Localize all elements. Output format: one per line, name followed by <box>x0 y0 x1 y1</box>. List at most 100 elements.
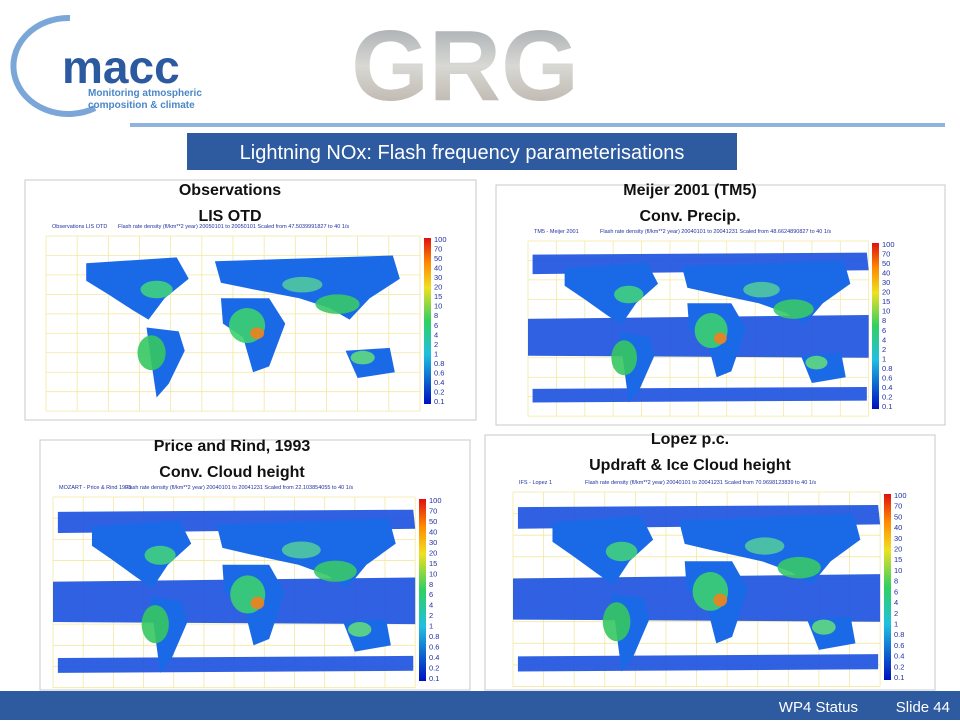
colorbar-label: 0.8 <box>434 359 444 368</box>
activity-area <box>315 294 360 314</box>
colorbar-label: 70 <box>429 506 437 515</box>
colorbar-label: 0.2 <box>429 664 439 673</box>
colorbar-label: 10 <box>894 566 902 575</box>
colorbar-label: 15 <box>434 292 442 301</box>
colorbar-label: 40 <box>434 264 442 273</box>
map-label: Observations LIS OTD <box>52 224 107 230</box>
colorbar-label: 100 <box>894 491 907 500</box>
colorbar-label: 1 <box>434 349 438 358</box>
colorbar-label: 20 <box>882 288 890 297</box>
activity-area <box>348 622 372 637</box>
colorbar-label: 0.1 <box>434 397 444 406</box>
colorbar-label: 0.1 <box>429 674 439 683</box>
activity-area <box>281 541 321 559</box>
colorbar-label: 10 <box>882 307 890 316</box>
activity-area <box>137 335 166 371</box>
colorbar-label: 0.4 <box>894 652 904 661</box>
colorbar-label: 0.1 <box>882 402 892 411</box>
colorbar-label: 50 <box>429 517 437 526</box>
colorbar-label: 0.6 <box>882 373 892 382</box>
colorbar-label: 100 <box>434 235 447 244</box>
colorbar-label: 30 <box>429 538 437 547</box>
logo-tagline: composition & climate <box>88 100 195 111</box>
colorbar-label: 1 <box>894 619 898 628</box>
colorbar-label: 50 <box>882 259 890 268</box>
map-caption: Flash rate density (fl/km**2 year) 20040… <box>600 229 831 235</box>
colorbar-label: 20 <box>894 545 902 554</box>
world-map <box>52 496 416 689</box>
panel-subtitle: Updraft & Ice Cloud height <box>589 457 791 474</box>
colorbar-label: 4 <box>882 335 886 344</box>
colorbar-label: 30 <box>882 278 890 287</box>
colorbar <box>884 494 891 680</box>
colorbar-label: 0.8 <box>429 632 439 641</box>
activity-area <box>744 537 785 555</box>
activity-area <box>812 619 836 635</box>
map-label: MOZART - Price & Rind 1993 <box>59 485 131 491</box>
colorbar-label: 0.6 <box>434 368 444 377</box>
colorbar-label: 0.2 <box>882 392 892 401</box>
colorbar-label: 10 <box>434 302 442 311</box>
footer-bar <box>0 691 960 720</box>
continent <box>91 520 192 589</box>
colorbar-label: 0.2 <box>894 662 904 671</box>
logo-name: macc <box>62 41 180 93</box>
colorbar-label: 100 <box>429 496 442 505</box>
macc-logo: macc Monitoring atmospheric composition … <box>10 14 202 117</box>
colorbar-label: 0.4 <box>429 653 439 662</box>
colorbar-label: 6 <box>429 590 433 599</box>
map-panel: Meijer 2001 (TM5) Conv. Precip. TM5 - Meij… <box>495 182 946 426</box>
activity-area <box>250 596 265 610</box>
panel-subtitle: LIS OTD <box>198 208 261 225</box>
colorbar-label: 50 <box>894 512 902 521</box>
panel-title: Meijer 2001 (TM5) <box>623 182 756 199</box>
colorbar-label: 4 <box>429 601 433 610</box>
activity-area <box>313 560 357 582</box>
activity-area <box>777 556 821 579</box>
colorbar-label: 0.4 <box>434 378 444 387</box>
panels: Observations LIS OTD Observations LIS OTD F… <box>24 179 946 691</box>
colorbar-label: 2 <box>882 345 886 354</box>
activity-area <box>140 280 173 299</box>
activity-area <box>350 350 375 365</box>
panel-subtitle: Conv. Precip. <box>639 208 740 225</box>
colorbar-label: 10 <box>429 569 437 578</box>
colorbar-label: 70 <box>434 245 442 254</box>
map-panel: Lopez p.c. Updraft & Ice Cloud height IFS … <box>484 431 936 691</box>
colorbar-label: 15 <box>882 297 890 306</box>
colorbar-label: 0.8 <box>894 630 904 639</box>
colorbar-label: 8 <box>882 316 886 325</box>
colorbar-label: 70 <box>894 502 902 511</box>
activity-area <box>773 299 814 319</box>
colorbar <box>419 499 426 681</box>
continent <box>552 515 654 585</box>
activity-area <box>713 593 728 607</box>
map-caption: Flash rate density (fl/km**2 year) 20050… <box>118 224 349 230</box>
world-map <box>45 235 421 412</box>
panel-title: Lopez p.c. <box>651 431 729 448</box>
colorbar-label: 70 <box>882 250 890 259</box>
colorbar-label: 0.4 <box>882 383 892 392</box>
colorbar-label: 50 <box>434 254 442 263</box>
activity-area <box>141 605 169 644</box>
logo-arc <box>10 14 97 117</box>
colorbar-label: 2 <box>434 340 438 349</box>
colorbar <box>424 238 431 404</box>
colorbar-label: 20 <box>434 283 442 292</box>
activity-area <box>282 276 323 293</box>
colorbar-label: 2 <box>894 609 898 618</box>
colorbar-label: 30 <box>434 273 442 282</box>
continent <box>86 257 189 320</box>
world-map <box>527 240 870 417</box>
activity-area <box>614 285 644 304</box>
map-label: IFS - Lopez 1 <box>519 480 552 486</box>
colorbar-label: 4 <box>434 330 438 339</box>
activity-area <box>602 602 631 642</box>
colorbar-label: 20 <box>429 548 437 557</box>
colorbar-label: 100 <box>882 240 895 249</box>
colorbar-label: 2 <box>429 611 433 620</box>
slide-title: Lightning NOx: Flash frequency parameter… <box>240 142 685 164</box>
activity-area <box>250 327 265 340</box>
colorbar-label: 0.6 <box>894 641 904 650</box>
